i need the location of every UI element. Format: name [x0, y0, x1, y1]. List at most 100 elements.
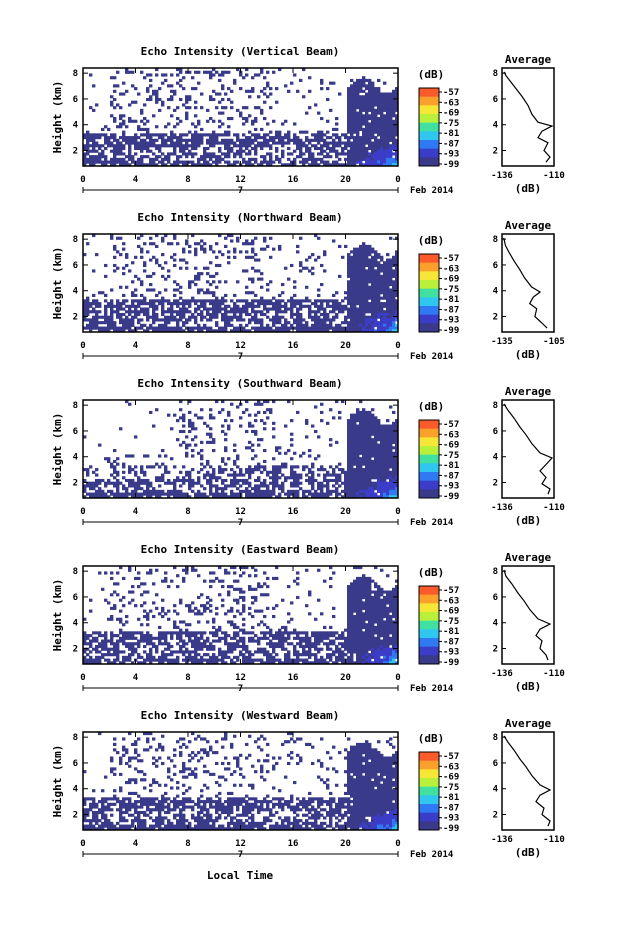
heatmap-cell	[374, 158, 377, 161]
heatmap-cell	[371, 441, 374, 444]
heatmap-cell	[218, 79, 221, 82]
heatmap-cell	[383, 305, 386, 308]
heatmap-cell	[245, 242, 248, 245]
heatmap-cell	[170, 144, 173, 147]
heatmap-cell	[107, 144, 110, 147]
x-tick-label: 0	[395, 175, 400, 185]
heatmap-cell	[116, 125, 119, 128]
heatmap-cell	[125, 620, 128, 623]
heatmap-cell	[104, 139, 107, 142]
heatmap-cell	[317, 474, 320, 477]
heatmap-cell	[296, 142, 299, 145]
heatmap-cell	[140, 634, 143, 637]
heatmap-cell	[128, 637, 131, 640]
heatmap-cell	[389, 280, 392, 283]
heatmap-cell	[167, 158, 170, 161]
heatmap-cell	[152, 93, 155, 96]
heatmap-cell	[179, 416, 182, 419]
heatmap-cell	[314, 144, 317, 147]
heatmap-cell	[326, 490, 329, 493]
heatmap-cell	[89, 656, 92, 659]
heatmap-cell	[374, 136, 377, 139]
heatmap-cell	[158, 264, 161, 267]
heatmap-cell	[359, 248, 362, 251]
heatmap-cell	[353, 457, 356, 460]
heatmap-cell	[353, 161, 356, 164]
heatmap-cell	[212, 316, 215, 319]
heatmap-cell	[86, 142, 89, 145]
heatmap-cell	[215, 490, 218, 493]
x-tick-label: 0	[80, 341, 85, 351]
heatmap-cell	[257, 476, 260, 479]
heatmap-cell	[221, 139, 224, 142]
heatmap-cell	[359, 419, 362, 422]
heatmap-cell	[368, 294, 371, 297]
heatmap-cell	[101, 321, 104, 324]
heatmap-cell	[254, 327, 257, 330]
heatmap-cell	[101, 316, 104, 319]
heatmap-cell	[155, 607, 158, 610]
heatmap-cell	[377, 125, 380, 128]
heatmap-cell	[113, 653, 116, 656]
heatmap-cell	[152, 310, 155, 313]
heatmap-cell	[113, 158, 116, 161]
heatmap-cell	[185, 142, 188, 145]
heatmap-cell	[188, 623, 191, 626]
heatmap-cell	[239, 152, 242, 155]
heatmap-cell	[386, 484, 389, 487]
heatmap-cell	[374, 272, 377, 275]
heatmap-cell	[305, 158, 308, 161]
heatmap-cell	[209, 493, 212, 496]
heatmap-cell	[392, 435, 395, 438]
heatmap-cell	[320, 117, 323, 120]
heatmap-cell	[380, 259, 383, 262]
heatmap-cell	[314, 324, 317, 327]
heatmap-cell	[230, 419, 233, 422]
heatmap-cell	[368, 272, 371, 275]
heatmap-cell	[350, 136, 353, 139]
heatmap-cell	[359, 430, 362, 433]
heatmap-cell	[200, 493, 203, 496]
heatmap-cell	[164, 73, 167, 76]
heatmap-cell	[362, 422, 365, 425]
heatmap-cell	[143, 147, 146, 150]
heatmap-cell	[350, 457, 353, 460]
heatmap-cell	[293, 479, 296, 482]
heatmap-cell	[254, 403, 257, 406]
heatmap-cell	[158, 484, 161, 487]
heatmap-cell	[377, 98, 380, 101]
heatmap-cell	[377, 272, 380, 275]
heatmap-cell	[368, 264, 371, 267]
heatmap-cell	[266, 245, 269, 248]
colorbar-swatch	[419, 489, 439, 498]
heatmap-cell	[365, 484, 368, 487]
heatmap-cell	[356, 286, 359, 289]
heatmap-cell	[263, 248, 266, 251]
heatmap-cell	[245, 446, 248, 449]
heatmap-cell	[362, 256, 365, 259]
heatmap-cell	[347, 454, 350, 457]
heatmap-cell	[191, 161, 194, 164]
heatmap-cell	[293, 321, 296, 324]
heatmap-cell	[122, 242, 125, 245]
heatmap-cell	[116, 474, 119, 477]
heatmap-cell	[353, 272, 356, 275]
heatmap-cell	[221, 299, 224, 302]
heatmap-cell	[152, 272, 155, 275]
heatmap-cell	[188, 631, 191, 634]
heatmap-cell	[164, 158, 167, 161]
heatmap-cell	[368, 305, 371, 308]
heatmap-cell	[104, 484, 107, 487]
heatmap-cell	[368, 457, 371, 460]
heatmap-cell	[260, 490, 263, 493]
heatmap-cell	[320, 324, 323, 327]
heatmap-cell	[140, 144, 143, 147]
heatmap-cell	[239, 310, 242, 313]
heatmap-cell	[101, 150, 104, 153]
heatmap-cell	[287, 90, 290, 93]
heatmap-cell	[362, 441, 365, 444]
heatmap-cell	[131, 454, 134, 457]
heatmap-cell	[110, 103, 113, 106]
heatmap-cell	[392, 95, 395, 98]
